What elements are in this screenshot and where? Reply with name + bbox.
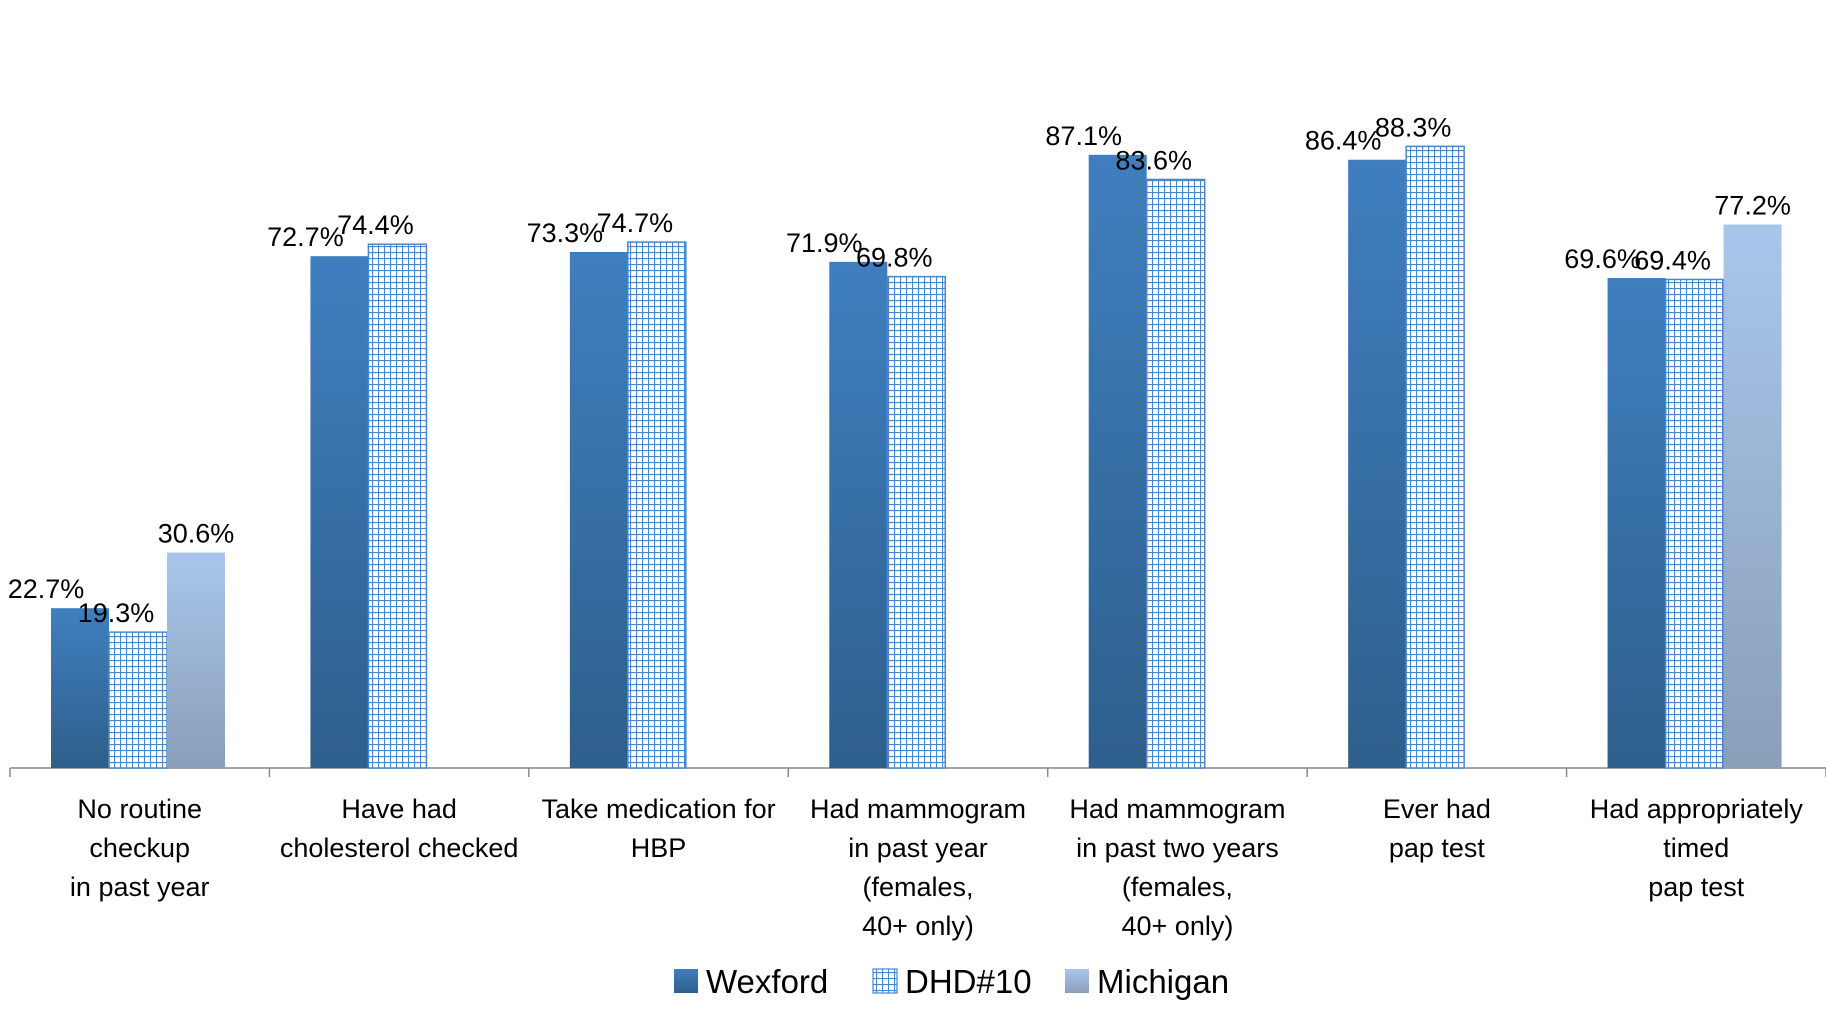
x-axis <box>9 767 1826 777</box>
bar-dhd10-0 <box>108 631 168 769</box>
category-label: HBP <box>631 833 687 863</box>
bars <box>51 145 1782 769</box>
value-label: 19.3% <box>78 598 155 628</box>
legend-swatch-wexford <box>674 969 698 993</box>
value-labels: 22.7%19.3% 30.6% 72.7%74.4% 73.3%74.7% 71.9%… <box>8 112 1791 628</box>
category-label: in past two years <box>1076 833 1279 863</box>
category-label: Ever had <box>1383 794 1491 824</box>
category-label: checkup <box>89 833 190 863</box>
category-label: in past year <box>70 872 210 902</box>
bar-michigan-0 <box>167 552 225 768</box>
category-label: Take medication for <box>542 794 776 824</box>
value-label: 69.8% <box>856 243 933 273</box>
value-label: 73.3% <box>527 218 604 248</box>
value-label: 87.1% <box>1045 121 1122 151</box>
category-labels: No routine checkup in past year Have had cho… <box>70 794 1803 941</box>
category-label: Had appropriately <box>1590 794 1804 824</box>
category-label: cholesterol checked <box>280 833 519 863</box>
category-label: 40+ only) <box>862 911 974 941</box>
category-label: Had mammogram <box>810 794 1026 824</box>
value-label: 77.2% <box>1714 191 1791 221</box>
value-label: 71.9% <box>786 228 863 258</box>
value-label: 30.6% <box>158 519 235 549</box>
legend-label: Wexford <box>706 963 828 1000</box>
bar-wexford-0 <box>51 608 109 768</box>
value-label: 83.6% <box>1115 145 1192 175</box>
legend: Wexford DHD#10 Michigan <box>674 963 1229 1000</box>
value-label: 72.7% <box>267 222 344 252</box>
bar-wexford-2 <box>569 251 628 768</box>
value-label: 69.4% <box>1634 245 1711 275</box>
bar-michigan-6 <box>1723 224 1782 769</box>
bar-wexford-6 <box>1607 278 1666 768</box>
category-label: (females, <box>862 872 973 902</box>
legend-swatch-dhd10 <box>872 968 898 994</box>
legend-label: DHD#10 <box>905 963 1032 1000</box>
category-label: (females, <box>1122 872 1233 902</box>
legend-label: Michigan <box>1097 963 1229 1000</box>
category-label: 40+ only) <box>1122 911 1234 941</box>
category-label: in past year <box>848 833 988 863</box>
bar-wexford-3 <box>829 261 888 768</box>
value-label: 74.4% <box>337 210 414 240</box>
bar-dhd10-5 <box>1405 145 1465 769</box>
category-label: pap test <box>1389 833 1486 863</box>
category-label: No routine <box>77 794 202 824</box>
bar-dhd10-6 <box>1664 278 1725 769</box>
value-label: 86.4% <box>1305 126 1382 156</box>
value-label: 69.6% <box>1564 244 1641 274</box>
bar-dhd10-1 <box>367 243 428 769</box>
category-label: pap test <box>1648 872 1745 902</box>
value-label: 74.7% <box>597 208 674 238</box>
bar-dhd10-4 <box>1145 178 1206 769</box>
bar-dhd10-3 <box>886 275 947 769</box>
category-label: Had mammogram <box>1069 794 1285 824</box>
category-label: timed <box>1663 833 1729 863</box>
value-label: 88.3% <box>1375 112 1452 142</box>
bar-wexford-1 <box>310 256 369 768</box>
category-label: Have had <box>341 794 457 824</box>
value-label: 22.7% <box>8 574 85 604</box>
legend-swatch-michigan <box>1065 969 1089 993</box>
bar-wexford-4 <box>1088 154 1147 769</box>
bar-wexford-5 <box>1348 159 1407 768</box>
bar-dhd10-2 <box>627 241 687 769</box>
